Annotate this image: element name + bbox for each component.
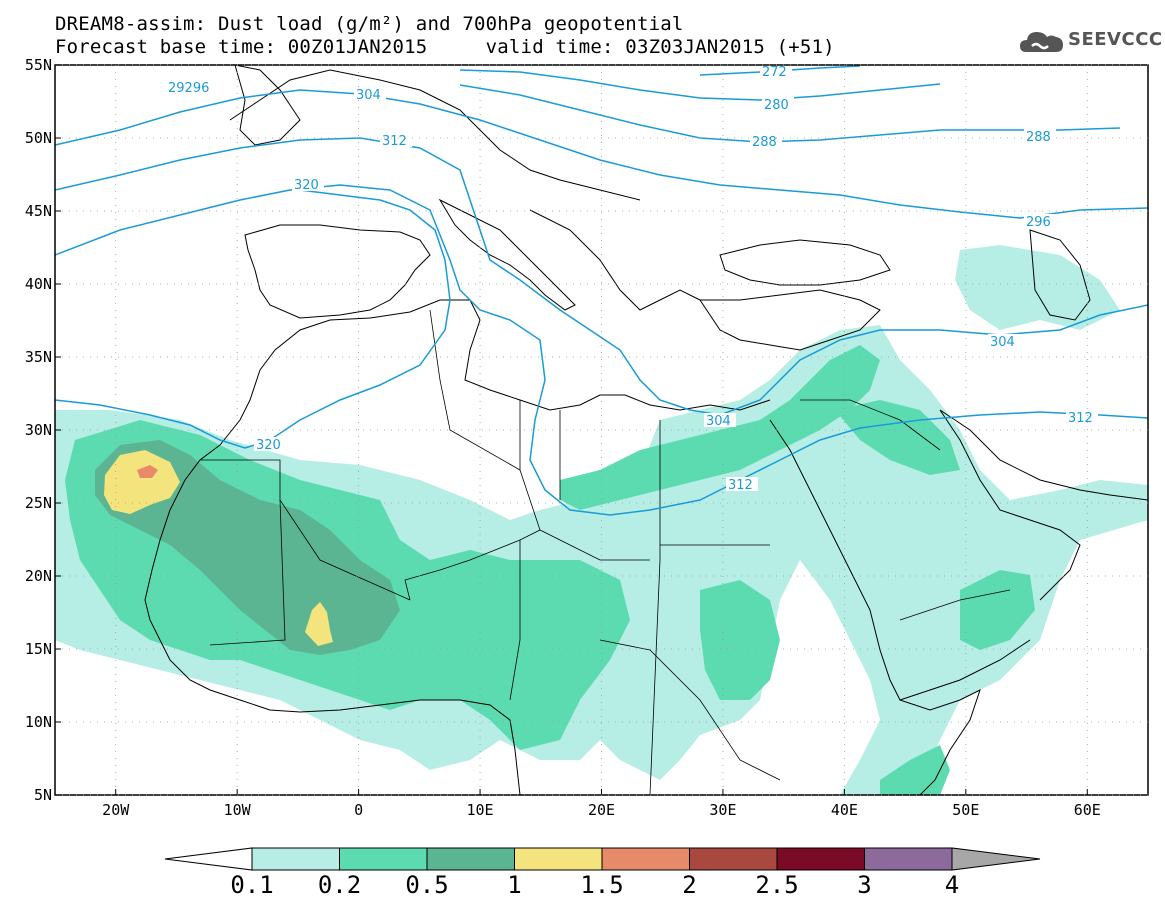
contour-label-296: 296	[1026, 215, 1051, 230]
colorbar-segment	[864, 847, 953, 871]
colorbar-arrow-low	[164, 847, 253, 871]
lon-label: 50E	[952, 801, 979, 819]
coast-black-sea	[719, 239, 891, 286]
dust-region-canary-yellow	[104, 450, 180, 514]
colorbar-tick-label: 4	[945, 871, 959, 899]
lat-label: 30N	[25, 421, 52, 439]
lat-label: 20N	[25, 567, 52, 585]
coast-horn	[899, 689, 981, 795]
dust-region-black-sea-light	[955, 245, 1120, 330]
contour-304	[55, 137, 1148, 416]
lon-label: 10E	[467, 801, 494, 819]
contour-label-304-mid: 304	[706, 414, 731, 429]
contour-label-304-west: 304	[356, 88, 381, 103]
contour-label-29296: 29296	[168, 81, 209, 96]
colorbar-segment	[601, 847, 690, 871]
geopotential-contours	[55, 65, 1148, 516]
dust-region-canary-orange	[137, 465, 158, 478]
colorbar-segment	[514, 847, 603, 871]
contour-label-312-east: 312	[1068, 411, 1093, 426]
lat-label: 15N	[25, 640, 52, 658]
coastlines	[144, 65, 1148, 795]
lat-label: 45N	[25, 202, 52, 220]
colorbar-segment	[426, 847, 515, 871]
colorbar-tick-label: 2	[682, 871, 696, 899]
lat-label: 50N	[25, 129, 52, 147]
coast-europe-north	[229, 69, 641, 201]
map-title-line2: Forecast base time: 00Z01JAN2015 valid t…	[55, 36, 835, 58]
coast-west-africa	[144, 444, 521, 795]
contour-320	[55, 189, 451, 449]
colorbar-tick-label: 2.5	[755, 871, 798, 899]
latitude-labels: 55N 50N 45N 40N 35N 30N 25N 20N 15N 10N 5N	[25, 56, 52, 804]
dust-region-sudan-mid	[700, 580, 780, 700]
contour-labels: 272 280 288 288 29296 296 304 304 304 31…	[166, 64, 1098, 493]
coast-turkey	[699, 289, 881, 351]
contour-312	[55, 184, 1148, 516]
colorbar-segment	[339, 847, 428, 871]
colorbar: 0.1 0.2 0.5 1 1.5 2 2.5 3 4	[164, 847, 1041, 899]
contour-280	[459, 69, 941, 101]
country-borders	[200, 309, 1011, 795]
colorbar-segment	[251, 847, 340, 871]
colorbar-tick-label: 1.5	[580, 871, 623, 899]
coast-uk	[234, 65, 301, 146]
lat-label: 25N	[25, 494, 52, 512]
coast-italy	[438, 198, 576, 311]
coast-balkans-greece	[529, 209, 701, 311]
contour-label-280: 280	[764, 98, 789, 113]
contour-label-320-south: 320	[256, 438, 281, 453]
colorbar-tick-label: 1	[507, 871, 521, 899]
colorbar-tick-label: 3	[857, 871, 871, 899]
lon-label: 10W	[224, 801, 252, 819]
lon-label: 20W	[102, 801, 130, 819]
colorbar-segment	[689, 847, 778, 871]
map-title-line1: DREAM8-assim: Dust load (g/m²) and 700hP…	[55, 13, 684, 35]
contour-288	[459, 84, 1121, 143]
contour-label-288-east: 288	[1026, 130, 1051, 145]
colorbar-tick-label: 0.1	[230, 871, 273, 899]
coast-iberia	[244, 224, 431, 319]
dust-region-mali-yellow	[305, 602, 333, 646]
lat-label: 40N	[25, 275, 52, 293]
coast-caspian	[1029, 229, 1091, 321]
colorbar-segment	[776, 847, 865, 871]
seevccc-logo: SEEVCCC	[1018, 24, 1162, 58]
lat-label: 10N	[25, 713, 52, 731]
contour-label-304-east: 304	[990, 335, 1015, 350]
coast-north-africa	[219, 299, 771, 446]
contour-label-272: 272	[762, 65, 787, 80]
colorbar-tick-label: 0.2	[318, 871, 361, 899]
contour-label-312-mid: 312	[728, 478, 753, 493]
lon-label: 20E	[588, 801, 615, 819]
graticule	[55, 64, 1148, 796]
longitude-labels: 20W 10W 0 10E 20E 30E 40E 50E 60E	[102, 801, 1101, 819]
colorbar-arrow-high	[951, 847, 1041, 871]
contour-296	[55, 89, 1148, 219]
lon-label: 40E	[831, 801, 858, 819]
dust-region-egypt-mid	[560, 345, 880, 510]
colorbar-tick-label: 0.5	[405, 871, 448, 899]
lon-label: 60E	[1074, 801, 1101, 819]
contour-label-320-north: 320	[294, 178, 319, 193]
lat-label: 35N	[25, 348, 52, 366]
logo-text: SEEVCCC	[1068, 29, 1163, 50]
dust-region-yemen-mid	[960, 570, 1035, 650]
cloud-icon	[1020, 32, 1063, 52]
lon-label: 0	[354, 801, 363, 819]
coast-arabia-east	[939, 409, 1081, 601]
coast-persian-gulf	[939, 409, 1148, 501]
contour-label-288: 288	[752, 135, 777, 150]
contour-label-312-north: 312	[382, 134, 407, 149]
lat-label: 55N	[25, 56, 52, 74]
coast-red-sea	[769, 419, 1031, 701]
lon-label: 30E	[709, 801, 736, 819]
lat-label: 5N	[34, 786, 52, 804]
